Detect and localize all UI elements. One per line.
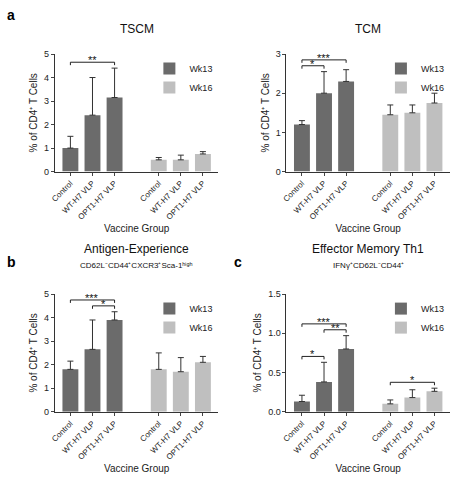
svg-text:Wk16: Wk16 xyxy=(189,83,212,93)
svg-text:2: 2 xyxy=(44,120,49,130)
svg-text:**: ** xyxy=(331,322,340,334)
svg-text:Vaccine Group: Vaccine Group xyxy=(335,223,401,234)
svg-text:5: 5 xyxy=(44,289,49,299)
svg-text:Antigen-Experience: Antigen-Experience xyxy=(84,242,189,256)
svg-text:Wk16: Wk16 xyxy=(421,323,444,333)
svg-text:Control: Control xyxy=(370,419,395,444)
svg-text:OPT1-H7 VLP: OPT1-H7 VLP xyxy=(308,179,351,222)
svg-text:1.5: 1.5 xyxy=(268,289,281,299)
svg-text:**: ** xyxy=(88,54,97,66)
svg-text:OPT1-H7 VLP: OPT1-H7 VLP xyxy=(308,419,351,462)
svg-text:OPT1-H7 VLP: OPT1-H7 VLP xyxy=(76,419,119,462)
svg-text:OPT1-H7 VLP: OPT1-H7 VLP xyxy=(396,179,439,222)
svg-text:OPT1-H7 VLP: OPT1-H7 VLP xyxy=(76,179,119,222)
svg-text:Wk16: Wk16 xyxy=(189,323,212,333)
svg-text:4: 4 xyxy=(44,313,49,323)
svg-text:Vaccine Group: Vaccine Group xyxy=(104,223,170,234)
svg-text:3: 3 xyxy=(44,96,49,106)
svg-text:Wk16: Wk16 xyxy=(421,83,444,93)
svg-text:0: 0 xyxy=(276,167,281,177)
svg-text:4: 4 xyxy=(44,73,49,83)
svg-text:1: 1 xyxy=(44,143,49,153)
svg-text:OPT1-H7 VLP: OPT1-H7 VLP xyxy=(396,419,439,462)
svg-text:1: 1 xyxy=(276,128,281,138)
svg-text:WT-H7 VLP: WT-H7 VLP xyxy=(380,419,416,455)
svg-text:c: c xyxy=(234,254,242,270)
svg-text:Vaccine Group: Vaccine Group xyxy=(104,463,170,474)
svg-text:1: 1 xyxy=(44,383,49,393)
svg-text:% of CD4⁺ T Cells: % of CD4⁺ T Cells xyxy=(28,73,39,152)
svg-text:WT-H7 VLP: WT-H7 VLP xyxy=(61,419,97,455)
svg-text:a: a xyxy=(7,7,15,23)
svg-text:Control: Control xyxy=(138,419,163,444)
svg-text:*: * xyxy=(310,348,315,360)
svg-text:WT-H7 VLP: WT-H7 VLP xyxy=(380,179,416,215)
svg-text:% of CD4⁺ T Cells: % of CD4⁺ T Cells xyxy=(252,313,263,392)
svg-text:Control: Control xyxy=(50,179,75,204)
svg-text:WT-H7 VLP: WT-H7 VLP xyxy=(61,179,97,215)
svg-text:IFNγ⁺CD62L⁻CD44⁺: IFNγ⁺CD62L⁻CD44⁺ xyxy=(333,261,404,270)
svg-text:WT-H7 VLP: WT-H7 VLP xyxy=(292,419,328,455)
svg-text:***: *** xyxy=(317,316,331,328)
svg-text:OPT1-H7 VLP: OPT1-H7 VLP xyxy=(165,179,208,222)
svg-text:Wk13: Wk13 xyxy=(189,64,212,74)
svg-text:Vaccine Group: Vaccine Group xyxy=(335,463,401,474)
svg-text:2: 2 xyxy=(44,360,49,370)
svg-text:Wk13: Wk13 xyxy=(189,304,212,314)
svg-text:Control: Control xyxy=(370,179,395,204)
svg-text:Wk13: Wk13 xyxy=(421,304,444,314)
svg-text:5: 5 xyxy=(44,49,49,59)
svg-text:*: * xyxy=(410,374,415,386)
svg-text:Control: Control xyxy=(138,179,163,204)
svg-text:0.5: 0.5 xyxy=(268,368,281,378)
svg-text:1.0: 1.0 xyxy=(268,328,281,338)
svg-text:3: 3 xyxy=(44,336,49,346)
svg-text:*: * xyxy=(310,58,315,70)
svg-text:Effector Memory Th1: Effector Memory Th1 xyxy=(312,242,424,256)
svg-text:b: b xyxy=(7,254,16,270)
svg-text:0: 0 xyxy=(44,407,49,417)
svg-text:*: * xyxy=(101,298,106,310)
svg-text:TSCM: TSCM xyxy=(120,22,154,36)
svg-text:Control: Control xyxy=(282,179,307,204)
svg-text:Wk13: Wk13 xyxy=(421,64,444,74)
svg-text:TCM: TCM xyxy=(355,22,381,36)
svg-text:% of CD4⁺ T Cells: % of CD4⁺ T Cells xyxy=(28,313,39,392)
svg-text:Control: Control xyxy=(50,419,75,444)
svg-text:0: 0 xyxy=(44,167,49,177)
svg-text:WT-H7 VLP: WT-H7 VLP xyxy=(292,179,328,215)
svg-text:***: *** xyxy=(317,52,331,64)
svg-text:2: 2 xyxy=(276,88,281,98)
svg-text:CD62L⁻CD44⁺CXCR3⁺Sca-1ʰⁱᵍʰ: CD62L⁻CD44⁺CXCR3⁺Sca-1ʰⁱᵍʰ xyxy=(80,261,193,270)
svg-text:***: *** xyxy=(85,292,99,304)
svg-text:3: 3 xyxy=(276,49,281,59)
svg-text:WT-H7 VLP: WT-H7 VLP xyxy=(149,179,185,215)
svg-text:% of CD4⁺ T Cells: % of CD4⁺ T Cells xyxy=(260,73,271,152)
svg-text:OPT1-H7 VLP: OPT1-H7 VLP xyxy=(165,419,208,462)
svg-text:Control: Control xyxy=(282,419,307,444)
svg-text:WT-H7 VLP: WT-H7 VLP xyxy=(149,419,185,455)
svg-text:0.0: 0.0 xyxy=(268,407,281,417)
